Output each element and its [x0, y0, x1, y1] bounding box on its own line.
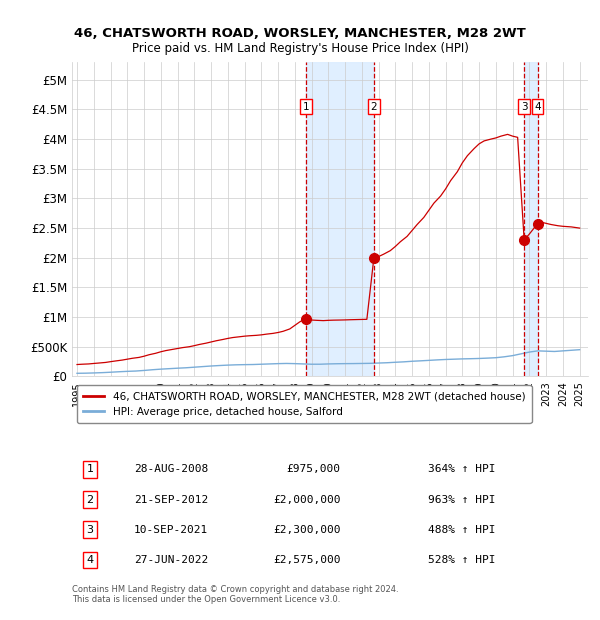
Text: 488% ↑ HPI: 488% ↑ HPI [428, 525, 496, 534]
Text: 3: 3 [86, 525, 94, 534]
Text: 364% ↑ HPI: 364% ↑ HPI [428, 464, 496, 474]
Text: 10-SEP-2021: 10-SEP-2021 [134, 525, 208, 534]
Text: 528% ↑ HPI: 528% ↑ HPI [428, 555, 496, 565]
Text: Price paid vs. HM Land Registry's House Price Index (HPI): Price paid vs. HM Land Registry's House … [131, 42, 469, 55]
Text: 21-SEP-2012: 21-SEP-2012 [134, 495, 208, 505]
Text: £975,000: £975,000 [286, 464, 340, 474]
Text: 4: 4 [86, 555, 94, 565]
Text: 1: 1 [86, 464, 94, 474]
Bar [306, 62, 374, 376]
Text: 3: 3 [521, 102, 527, 112]
Bar [524, 62, 538, 376]
Text: 28-AUG-2008: 28-AUG-2008 [134, 464, 208, 474]
Text: 27-JUN-2022: 27-JUN-2022 [134, 555, 208, 565]
Text: Contains HM Land Registry data © Crown copyright and database right 2024.
This d: Contains HM Land Registry data © Crown c… [72, 585, 398, 604]
Text: £2,000,000: £2,000,000 [273, 495, 340, 505]
Text: £2,300,000: £2,300,000 [273, 525, 340, 534]
Text: 2: 2 [371, 102, 377, 112]
Text: £2,575,000: £2,575,000 [273, 555, 340, 565]
Legend: 46, CHATSWORTH ROAD, WORSLEY, MANCHESTER, M28 2WT (detached house), HPI: Average: 46, CHATSWORTH ROAD, WORSLEY, MANCHESTER… [77, 385, 532, 423]
Text: 4: 4 [534, 102, 541, 112]
Text: 2: 2 [86, 495, 94, 505]
Text: 1: 1 [302, 102, 309, 112]
Text: 963% ↑ HPI: 963% ↑ HPI [428, 495, 496, 505]
Text: 46, CHATSWORTH ROAD, WORSLEY, MANCHESTER, M28 2WT: 46, CHATSWORTH ROAD, WORSLEY, MANCHESTER… [74, 27, 526, 40]
